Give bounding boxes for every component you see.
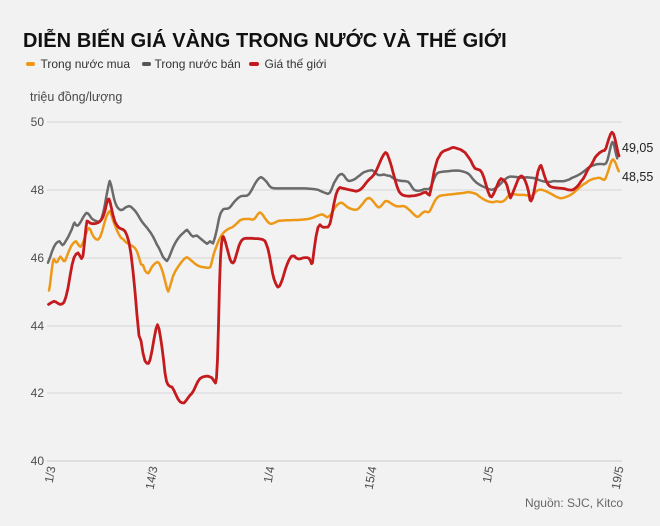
svg-text:48,55: 48,55: [622, 170, 653, 184]
svg-text:46: 46: [31, 251, 45, 265]
svg-text:15/4: 15/4: [362, 465, 380, 491]
svg-text:19/5: 19/5: [609, 465, 627, 491]
svg-text:14/3: 14/3: [143, 465, 161, 491]
svg-text:1/5: 1/5: [480, 465, 497, 484]
svg-text:49,05: 49,05: [622, 141, 653, 155]
svg-text:48: 48: [31, 183, 45, 197]
svg-text:1/4: 1/4: [261, 465, 278, 484]
svg-text:50: 50: [31, 115, 45, 129]
svg-text:1/3: 1/3: [42, 465, 59, 484]
svg-text:42: 42: [31, 386, 45, 400]
svg-text:44: 44: [31, 319, 45, 333]
svg-text:40: 40: [31, 454, 45, 468]
